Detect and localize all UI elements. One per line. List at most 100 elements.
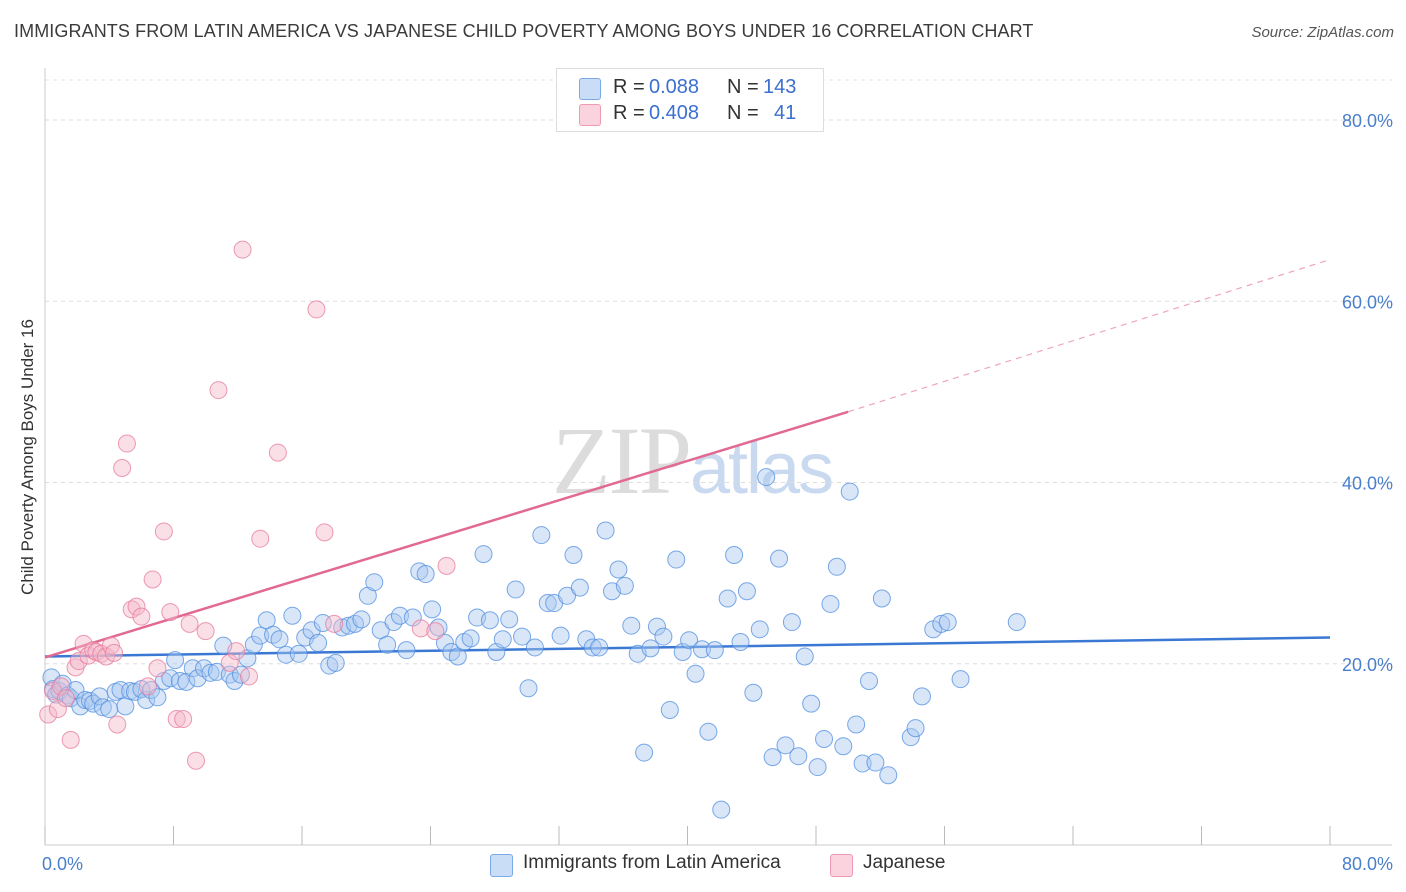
data-point [660, 700, 679, 719]
data-point [750, 620, 769, 639]
data-point [718, 589, 737, 608]
data-point [551, 626, 570, 645]
data-point [847, 715, 866, 734]
trend-line [44, 636, 1331, 658]
gridlines [45, 79, 1392, 665]
data-point [174, 710, 193, 729]
data-point [148, 659, 167, 678]
data-point [532, 526, 551, 545]
data-point [276, 645, 295, 664]
bottom-legend-label: Immigrants from Latin America [523, 852, 781, 873]
y-tick-label: 80.0% [1342, 111, 1393, 131]
data-point [283, 606, 302, 625]
data-point [154, 522, 173, 541]
data-point [251, 626, 270, 645]
data-point [167, 710, 186, 729]
data-point [416, 565, 435, 584]
data-point [52, 677, 71, 696]
data-point [538, 594, 557, 613]
data-point [122, 600, 141, 619]
data-point [834, 737, 853, 756]
data-point [105, 643, 124, 662]
trend-line [44, 410, 849, 659]
data-point [143, 570, 162, 589]
data-point [853, 754, 872, 773]
data-point [480, 611, 499, 630]
series-latin-america [42, 468, 1026, 819]
legend-n-value: 41 [774, 102, 797, 124]
data-point [879, 766, 898, 785]
data-point [782, 613, 801, 632]
data-point [180, 614, 199, 633]
legend-r-value: 0.088 [649, 76, 700, 98]
data-point [667, 550, 686, 569]
data-point [789, 747, 808, 766]
data-point [161, 603, 180, 622]
data-point [435, 633, 454, 652]
data-point [113, 459, 132, 477]
watermark-atlas: atlas [690, 429, 834, 509]
series-japanese [39, 240, 456, 770]
data-point [84, 694, 103, 713]
data-points [39, 240, 1026, 819]
trend-lines [44, 258, 1331, 659]
legend-swatch-japanese [579, 104, 601, 126]
data-point [493, 630, 512, 649]
data-point [186, 751, 205, 770]
data-point [725, 546, 744, 564]
data-point [307, 300, 326, 319]
data-point [827, 557, 846, 576]
data-point [137, 691, 156, 709]
data-point [938, 613, 957, 632]
data-point [268, 443, 287, 462]
data-point [209, 381, 228, 400]
data-point [906, 719, 925, 738]
legend-r-label: R = [613, 102, 645, 124]
data-point [647, 617, 666, 636]
data-point [776, 736, 795, 755]
data-point [763, 748, 782, 767]
data-point [596, 521, 615, 540]
axes [44, 68, 1392, 846]
data-point [142, 681, 161, 700]
data-point [426, 622, 445, 641]
data-point [251, 529, 270, 548]
x-tick-label: 80.0% [1342, 854, 1393, 874]
data-point [423, 600, 442, 619]
legend-swatch-latin-america [579, 78, 601, 100]
data-point [641, 639, 660, 658]
data-point [951, 670, 970, 689]
source-credit: Source: ZipAtlas.com [1251, 24, 1394, 41]
data-point [233, 240, 252, 259]
data-point [461, 629, 480, 648]
data-point [840, 482, 859, 501]
data-point [111, 681, 130, 700]
data-point [680, 631, 699, 650]
data-point [437, 556, 456, 575]
data-point [609, 560, 628, 579]
data-point [860, 671, 879, 690]
data-point [264, 625, 283, 644]
data-point [442, 642, 461, 661]
data-point [346, 614, 365, 633]
data-point [225, 671, 244, 690]
data-point [731, 633, 750, 651]
data-point [244, 635, 263, 654]
data-point [615, 576, 634, 595]
legend-n-label: N = [727, 76, 759, 98]
x-tick-label: 0.0% [42, 854, 83, 874]
y-tick-label: 40.0% [1342, 474, 1393, 494]
y-tick-label: 20.0% [1342, 655, 1393, 675]
data-point [712, 800, 731, 819]
legend-r-value: 0.408 [649, 102, 700, 124]
data-point [116, 697, 135, 716]
data-point [117, 434, 136, 453]
data-point [737, 582, 756, 601]
data-point [220, 653, 239, 672]
data-point [525, 638, 544, 657]
data-point [270, 630, 289, 649]
data-point [326, 653, 345, 672]
legend-n-value: 143 [763, 76, 797, 98]
chart-title: IMMIGRANTS FROM LATIN AMERICA VS JAPANES… [14, 21, 1034, 41]
